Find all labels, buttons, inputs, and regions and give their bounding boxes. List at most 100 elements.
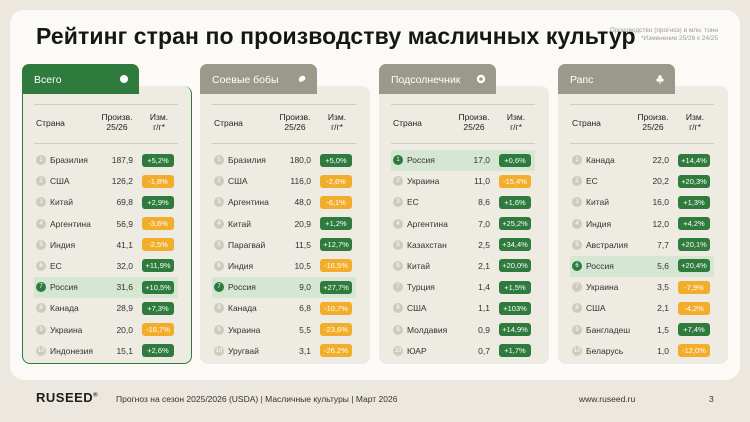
- change-badge: +1,5%: [499, 280, 531, 294]
- change-badge: +20,3%: [678, 174, 710, 188]
- slide: Рейтинг стран по производству масличных …: [10, 10, 740, 380]
- change-badge: -4,2%: [678, 301, 710, 315]
- sunflower-icon: [476, 74, 486, 84]
- table-row: 6 Китай 2,1 +20,0%: [391, 256, 535, 277]
- production-value: 0,9: [478, 324, 490, 335]
- table-row: 2 ЕС 20,2 +20,3%: [570, 171, 714, 192]
- change-badge: -26,2%: [320, 344, 352, 358]
- tab-label: Всего: [34, 74, 62, 86]
- table-row: 5 Казахстан 2,5 +34,4%: [391, 235, 535, 256]
- change-badge: +27,7%: [320, 280, 352, 294]
- production-value: 20,2: [652, 176, 669, 187]
- table-row: 7 Россия 31,6 +10,5%: [34, 277, 178, 299]
- table-row: 8 Канада 28,9 +7,3%: [34, 298, 178, 319]
- rank-badge: 5: [572, 239, 582, 250]
- rank-badge: 10: [393, 345, 403, 356]
- production-value: 22,0: [652, 155, 669, 165]
- production-value: 28,9: [116, 303, 133, 314]
- header-country: Страна: [393, 118, 422, 128]
- rank-badge: 1: [393, 155, 403, 165]
- production-value: 12,0: [652, 218, 669, 229]
- country-name: США: [407, 303, 427, 314]
- header-change: Изм. г/г*: [506, 112, 526, 132]
- change-badge: +12,7%: [320, 238, 352, 252]
- tab-0[interactable]: Всего: [22, 64, 139, 94]
- rank-badge: 4: [36, 218, 46, 229]
- change-badge: +2,9%: [142, 195, 174, 209]
- table-row: 1 Бразилия 187,9 +5,2%: [34, 150, 178, 171]
- rank-badge: 3: [36, 197, 46, 208]
- country-name: Китай: [50, 197, 73, 208]
- rank-badge: 7: [393, 282, 403, 293]
- country-name: Канада: [50, 303, 79, 314]
- rank-badge: 8: [572, 303, 582, 314]
- table-header: Страна Произв. 25/26 Изм. г/г*: [34, 104, 178, 144]
- production-value: 3,1: [299, 345, 311, 356]
- rank-badge: 4: [393, 218, 403, 229]
- rank-badge: 7: [214, 282, 224, 293]
- header-change: Изм. г/г*: [149, 112, 169, 132]
- table-row: 8 США 1,1 +103%: [391, 298, 535, 319]
- change-badge: +25,2%: [499, 217, 531, 231]
- change-badge: +34,4%: [499, 238, 531, 252]
- production-value: 7,7: [657, 239, 669, 250]
- change-badge: +14,9%: [499, 323, 531, 336]
- production-value: 180,0: [289, 155, 311, 165]
- production-value: 20,0: [116, 324, 133, 335]
- table-row: 4 Аргентина 7,0 +25,2%: [391, 214, 535, 235]
- country-name: Австралия: [586, 239, 628, 250]
- table-header: Страна Произв. 25/26 Изм. г/г*: [570, 104, 714, 144]
- table-row: 3 Аргентина 48,0 -6,1%: [212, 192, 356, 213]
- change-badge: +14,4%: [678, 153, 710, 167]
- header-production: Произв. 25/26: [101, 112, 133, 132]
- production-value: 1,4: [478, 282, 490, 293]
- country-name: Индия: [50, 239, 76, 250]
- country-name: Аргентина: [407, 218, 448, 229]
- rank-badge: 10: [214, 345, 224, 356]
- change-badge: +7,3%: [142, 301, 174, 315]
- table-row: 3 Китай 69,8 +2,9%: [34, 192, 178, 213]
- table-row: 9 Украина 5,5 -23,6%: [212, 320, 356, 341]
- tab-2[interactable]: Подсолнечник: [379, 64, 496, 94]
- change-badge: -16,7%: [142, 323, 174, 336]
- panel-2: Подсолнечник Страна Произв. 25/26 Изм. г/г* 1 Р…: [379, 64, 549, 377]
- rapeseed-icon: [655, 74, 665, 84]
- country-name: Россия: [228, 282, 256, 293]
- change-badge: +2,6%: [142, 344, 174, 358]
- rank-badge: 5: [214, 239, 224, 250]
- production-value: 48,0: [294, 197, 311, 208]
- change-badge: +1,7%: [499, 344, 531, 358]
- table-row: 7 Турция 1,4 +1,5%: [391, 277, 535, 298]
- production-value: 69,8: [116, 197, 133, 208]
- country-name: Украина: [586, 282, 619, 293]
- production-value: 16,0: [652, 197, 669, 208]
- rank-badge: 2: [572, 176, 582, 187]
- table-row: 5 Индия 41,1 -2,5%: [34, 235, 178, 256]
- header-country: Страна: [214, 118, 243, 128]
- table-rows: 1 Россия 17,0 +0,6% 2 Украина 11,0 -15,4% 3 ЕС 8,6…: [391, 150, 535, 362]
- production-value: 1,1: [478, 303, 490, 314]
- table-row: 5 Парагвай 11,5 +12,7%: [212, 235, 356, 256]
- table-row: 10 Уругвай 3,1 -26,2%: [212, 341, 356, 362]
- change-badge: +20,4%: [678, 259, 710, 273]
- tab-1[interactable]: Соевые бобы: [200, 64, 317, 94]
- production-value: 20,9: [294, 218, 311, 229]
- change-badge: +5,0%: [320, 153, 352, 167]
- country-name: ЕС: [50, 260, 62, 271]
- rank-badge: 7: [36, 282, 46, 293]
- ruseed-logo: RUSEED®: [36, 390, 99, 405]
- rank-badge: 9: [36, 324, 46, 335]
- table-row: 5 Австралия 7,7 +20,1%: [570, 235, 714, 256]
- country-name: Молдавия: [407, 324, 448, 335]
- country-name: Россия: [50, 282, 78, 293]
- units-note: Производство (прогноз) в млн. тонн *Изме…: [610, 27, 718, 43]
- footer-url[interactable]: www.ruseed.ru: [579, 394, 636, 404]
- table-header: Страна Произв. 25/26 Изм. г/г*: [391, 104, 535, 144]
- table-row: 3 Китай 16,0 +1,3%: [570, 192, 714, 213]
- tab-3[interactable]: Рапс: [558, 64, 675, 94]
- rank-badge: 2: [36, 176, 46, 187]
- production-value: 1,5: [657, 324, 669, 335]
- rank-badge: 5: [36, 239, 46, 250]
- change-badge: -6,1%: [320, 195, 352, 209]
- rank-badge: 7: [572, 282, 582, 293]
